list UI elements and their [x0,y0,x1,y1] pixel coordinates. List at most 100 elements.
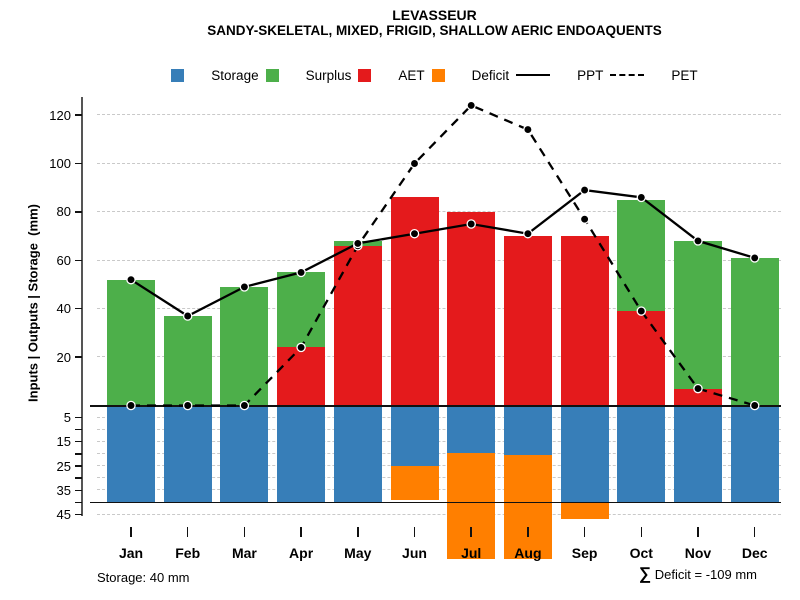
storage-bar-Jun [390,405,439,466]
aet-bar-Apr [277,347,326,406]
y-tick-minus40 [75,501,82,503]
y-tick-label-20: 20 [56,349,71,365]
month-label-Aug: Aug [514,545,542,561]
ppt-swatch-icon [516,74,551,76]
y-tick-minus25 [75,465,82,467]
x-tick-Feb [186,527,189,537]
y-axis-title: Inputs | Outputs | Storage (mm) [25,204,41,402]
aet-bar-May [333,245,382,406]
x-tick-Aug [527,527,529,537]
storage-bar-Sep [560,405,609,503]
y-tick-100 [75,162,82,165]
month-label-Oct: Oct [629,545,653,561]
y-tick-label-100: 100 [49,156,71,171]
y-tick-minus15 [75,441,82,443]
storage-bar-Jul [447,405,496,453]
legend-item-surplus: Surplus [265,68,351,83]
pet-point-Jul [466,100,476,111]
gridline--35 [97,489,781,491]
legend-item-ppt: PPT [516,68,603,83]
pet-swatch-icon [610,74,645,76]
surplus-bar-Mar [220,286,269,406]
legend-label: Deficit [471,67,510,83]
gridline--45 [97,513,781,515]
y-tick-label-80: 80 [56,204,71,220]
gridline--20 [97,453,781,455]
surplus-bar-Feb [163,315,212,406]
sigma-icon: ∑ [639,564,652,583]
minus40-line [90,501,781,504]
aet-bar-Jun [390,197,439,406]
month-label-Mar: Mar [231,545,257,561]
y-tick-label-minus35: 35 [56,482,71,498]
storage-swatch-icon [171,68,185,82]
gridline--15 [97,441,781,443]
storage-bar-Feb [163,405,212,503]
x-tick-Sep [583,527,586,537]
month-label-Apr: Apr [289,545,314,561]
gridline--10 [97,428,781,430]
month-label-Jan: Jan [118,545,144,561]
legend-label: PET [671,67,698,83]
chart-title: LEVASSEUR [392,7,477,23]
gridline--25 [97,465,781,467]
y-axis-line [81,97,83,516]
chart-subtitle: SANDY-SKELETAL, MIXED, FRIGID, SHALLOW A… [207,23,662,38]
legend: Storage Surplus AET Deficit PPT PET [88,63,781,87]
month-label-May: May [344,545,372,561]
y-tick-minus35 [75,489,82,491]
y-tick-40 [75,308,82,310]
aet-bar-Sep [560,236,609,406]
y-tick-60 [75,259,82,261]
storage-bar-Jan [107,405,155,503]
pet-point-Sep [579,214,590,224]
y-tick-label-minus5: 5 [63,410,71,426]
surplus-bar-Dec [730,257,779,406]
x-tick-Jan [130,527,132,537]
deficit-bar-Aug [503,455,552,560]
surplus-bar-Nov [674,240,722,406]
x-tick-Jun [413,527,416,537]
deficit-annotation: ∑ Deficit = -109 mm [617,564,757,584]
month-label-Feb: Feb [175,545,201,561]
storage-bar-Nov [674,405,722,503]
aet-bar-Aug [503,236,552,406]
x-tick-Jul [470,527,472,537]
legend-label: Storage [211,67,259,83]
y-tick-120 [75,114,82,116]
chart-titles: LEVASSEUR SANDY-SKELETAL, MIXED, FRIGID,… [88,7,781,39]
x-tick-Dec [753,527,756,537]
y-tick-label-40: 40 [56,301,71,317]
legend-label: PPT [577,67,604,83]
legend-item-deficit: Deficit [431,67,510,83]
storage-bar-Dec [730,405,779,503]
y-tick-minus20 [75,453,82,455]
storage-bar-Apr [277,405,326,503]
aet-bar-Oct [617,311,666,406]
x-tick-Mar [243,527,246,537]
aet-bar-Nov [674,388,722,406]
legend-label: AET [398,67,425,83]
gridline--5 [97,416,781,418]
storage-bar-Oct [617,405,666,503]
deficit-bar-Sep [560,502,609,520]
aet-bar-Jul [447,211,496,406]
gridline-80 [97,211,781,213]
y-tick-minus10 [75,429,82,431]
x-tick-Oct [640,527,643,537]
deficit-swatch-icon [431,68,445,82]
gridline--30 [97,477,781,479]
y-tick-minus45 [75,513,82,516]
month-label-Nov: Nov [684,545,712,561]
gridline-100 [97,162,781,164]
surplus-swatch-icon [265,68,279,82]
y-tick-20 [75,356,82,358]
deficit-annotation-text: Deficit = -109 mm [651,567,757,582]
legend-item-storage: Storage [171,67,259,83]
y-tick-minus30 [75,477,82,479]
y-tick-label-60: 60 [56,252,71,268]
x-tick-Nov [697,527,699,537]
surplus-bar-Jan [107,279,155,406]
